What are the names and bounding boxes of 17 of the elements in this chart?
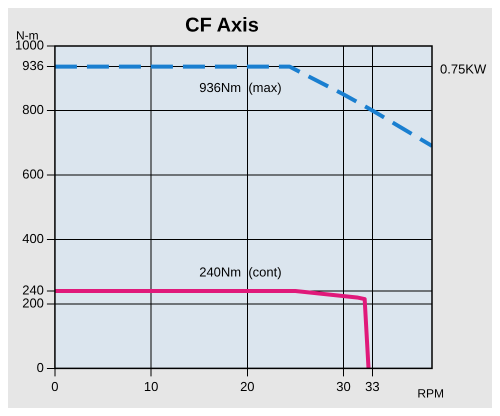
annotation: 240Nm (cont) — [199, 264, 282, 280]
y-tick-label: 0 — [36, 360, 44, 375]
x-axis-title: RPM — [417, 386, 444, 401]
annotation: 936Nm (max) — [199, 80, 282, 96]
y-tick-label: 200 — [22, 296, 44, 310]
x-tick-label: 30 — [336, 378, 351, 394]
y-tick-label: 600 — [22, 166, 44, 182]
text: 0.75KW — [440, 62, 487, 77]
y-tick-label: 400 — [22, 231, 44, 246]
x-tick-label: 20 — [240, 378, 255, 394]
y-tick-label: 240 — [22, 282, 44, 298]
y-tick-label: 800 — [22, 102, 44, 118]
x-tick-label: 10 — [144, 378, 158, 394]
chart-title: CF Axis — [185, 14, 259, 37]
x-tick-label: 0 — [51, 378, 59, 394]
y-tick-label: 936 — [22, 58, 44, 74]
x-tick-label: 33 — [365, 378, 380, 394]
